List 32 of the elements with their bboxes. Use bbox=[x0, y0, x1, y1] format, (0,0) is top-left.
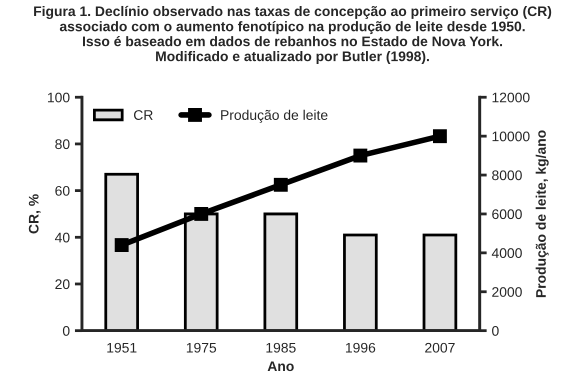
y2-tick-label: 2000 bbox=[492, 287, 522, 297]
y-axis-title: CR, % bbox=[28, 194, 41, 234]
y2-axis-title: Produção de leite, kg/ano bbox=[536, 130, 549, 298]
bar bbox=[422, 234, 458, 331]
y2-tick-label: 6000 bbox=[492, 209, 522, 220]
x-tick-label: 2007 bbox=[425, 342, 455, 353]
point bbox=[274, 178, 288, 192]
point bbox=[194, 207, 208, 221]
x-tick-label: 1996 bbox=[346, 342, 376, 353]
y2-tick-label: 0 bbox=[492, 326, 499, 336]
bar bbox=[343, 234, 378, 331]
chart-title: Figura 1. Declínio observado nas taxas de concepção ao primeiro serviço (CR) associado com o aumento fenotípico na produção de leite desde 1950. Isso é baseado em dados de rebanhos no Estado de Nova York. Modificado e atualizado por Butler (1998). bbox=[34, 6, 552, 64]
y2-tick-label: 10000 bbox=[492, 131, 530, 142]
y2-tick-label: 8000 bbox=[492, 170, 522, 180]
legend-label: CR bbox=[134, 110, 153, 120]
y-tick-label: 0 bbox=[62, 326, 70, 336]
y-tick-label: 20 bbox=[55, 279, 70, 290]
point bbox=[114, 238, 129, 252]
legend-label: Produção de leite bbox=[221, 110, 328, 123]
y-tick-label: 80 bbox=[55, 139, 70, 150]
point bbox=[432, 129, 447, 144]
y2-tick-label: 4000 bbox=[492, 248, 522, 258]
y2-tick-label: 12000 bbox=[492, 92, 530, 102]
y-tick-label: 60 bbox=[55, 186, 70, 196]
x-tick-label: 1951 bbox=[107, 342, 136, 353]
x-axis-title: Ano bbox=[268, 361, 294, 372]
bar bbox=[264, 212, 298, 331]
x-tick-label: 1985 bbox=[266, 342, 296, 353]
point bbox=[353, 148, 368, 163]
x-tick-label: 1975 bbox=[186, 342, 216, 353]
y-tick-label: 40 bbox=[54, 232, 70, 242]
y-tick-label: 100 bbox=[48, 92, 70, 102]
